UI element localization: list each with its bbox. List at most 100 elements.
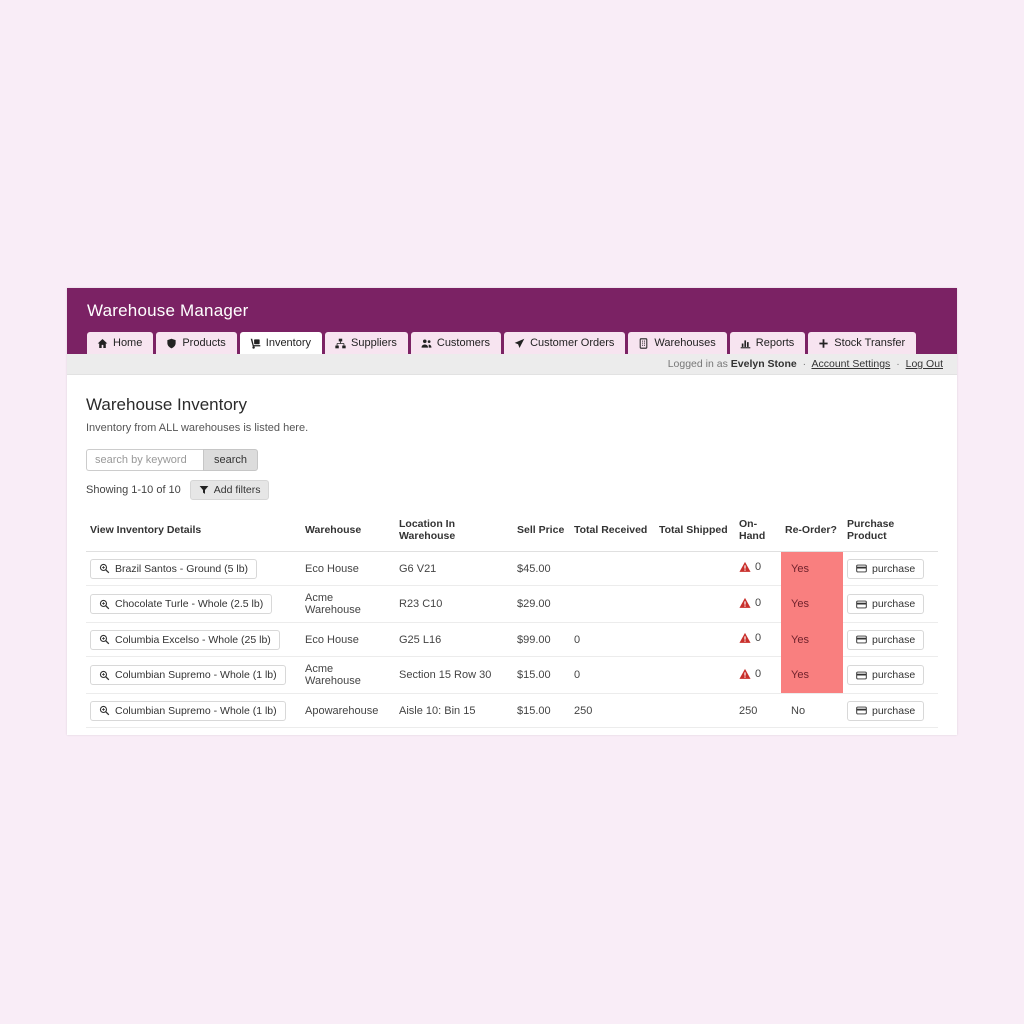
cell-sell-price: $45.00 bbox=[517, 562, 551, 575]
view-details-button[interactable]: Columbian Supremo - Whole (1 lb) bbox=[90, 700, 286, 721]
search-button[interactable]: search bbox=[203, 449, 259, 471]
on-hand-value: 0 bbox=[755, 561, 762, 573]
col-purchase: Purchase Product bbox=[843, 512, 938, 552]
showing-count: Showing 1-10 of 10 bbox=[86, 484, 181, 496]
cell-total-shipped bbox=[655, 585, 735, 623]
tab-inventory[interactable]: Inventory bbox=[239, 332, 323, 354]
cell-total-shipped bbox=[655, 622, 735, 657]
col-location: Location In Warehouse bbox=[395, 512, 513, 552]
view-details-button[interactable]: Brazil Santos - Ground (5 lb) bbox=[90, 558, 258, 579]
tab-products[interactable]: Products bbox=[156, 332, 237, 354]
cell-total-shipped bbox=[655, 693, 735, 728]
page-subtitle: Inventory from ALL warehouses is listed … bbox=[86, 422, 309, 434]
credit-card-icon bbox=[856, 599, 867, 610]
col-view-details: View Inventory Details bbox=[86, 512, 301, 552]
cell-location: Level 22 bbox=[395, 727, 513, 735]
products-icon bbox=[166, 338, 177, 349]
purchase-button[interactable]: purchase bbox=[847, 594, 925, 614]
cell-on-hand: 0 bbox=[735, 585, 781, 623]
view-details-button[interactable]: Costa Rica Tarrazu - Ground (5 lb) bbox=[90, 734, 285, 735]
suppliers-icon bbox=[335, 338, 346, 349]
table-row: Columbian Supremo - Whole (1 lb) Apoware… bbox=[86, 693, 938, 728]
on-hand-value: 250 bbox=[739, 704, 758, 717]
account-settings-link[interactable]: Account Settings bbox=[811, 358, 891, 370]
cell-location: Section 15 Row 30 bbox=[395, 656, 513, 694]
search-input[interactable] bbox=[86, 449, 203, 471]
cell-sell-price: $15.00 bbox=[513, 693, 570, 728]
cell-on-hand: 0 bbox=[735, 656, 781, 694]
list-meta: Showing 1-10 of 10 Add filters bbox=[86, 480, 938, 500]
main-content: Warehouse Inventory Inventory from ALL w… bbox=[67, 375, 957, 735]
logged-in-prefix: Logged in as bbox=[667, 358, 728, 370]
purchase-button[interactable]: purchase bbox=[847, 665, 925, 685]
cell-sell-price: $29.00 bbox=[513, 585, 570, 623]
tab-reports[interactable]: Reports bbox=[729, 332, 806, 354]
search-plus-icon bbox=[99, 670, 110, 681]
cell-total-received: 0 bbox=[570, 622, 655, 657]
credit-card-icon bbox=[856, 563, 867, 574]
credit-card-icon bbox=[856, 705, 867, 716]
col-total-shipped: Total Shipped bbox=[655, 512, 735, 552]
cell-total-received: 250 bbox=[570, 693, 655, 728]
cell-warehouse: Eco House bbox=[305, 562, 359, 575]
search-plus-icon bbox=[99, 599, 110, 610]
cell-warehouse: Acme Warehouse bbox=[301, 656, 395, 694]
account-bar: Logged in as Evelyn Stone · Account Sett… bbox=[67, 354, 957, 375]
cell-reorder: Yes bbox=[781, 656, 843, 694]
cell-on-hand: 250 bbox=[735, 693, 781, 728]
app-title: Warehouse Manager bbox=[87, 301, 249, 320]
table-row: Brazil Santos - Ground (5 lb) Eco House … bbox=[86, 551, 938, 586]
col-sell-price: Sell Price bbox=[513, 512, 570, 552]
tab-customer-orders[interactable]: Customer Orders bbox=[504, 332, 626, 354]
cell-reorder: Yes bbox=[781, 585, 843, 623]
credit-card-icon bbox=[856, 670, 867, 681]
cell-total-received: 240 bbox=[570, 727, 655, 735]
main-nav: Home Products Inventory Suppliers Custom… bbox=[67, 332, 957, 354]
col-total-received: Total Received bbox=[570, 512, 655, 552]
tab-home[interactable]: Home bbox=[87, 332, 154, 354]
purchase-button[interactable]: purchase bbox=[847, 700, 925, 721]
table-row: Columbian Supremo - Whole (1 lb) Acme Wa… bbox=[86, 656, 938, 694]
table-row: Chocolate Turle - Whole (2.5 lb) Acme Wa… bbox=[86, 585, 938, 623]
customers-icon bbox=[421, 338, 432, 349]
cell-total-received bbox=[570, 585, 655, 623]
view-details-label: Columbian Supremo - Whole (1 lb) bbox=[115, 704, 277, 717]
warning-icon bbox=[739, 632, 751, 644]
purchase-button[interactable]: purchase bbox=[847, 629, 925, 650]
tab-customers[interactable]: Customers bbox=[410, 332, 502, 354]
cell-reorder: No bbox=[781, 727, 843, 735]
cell-total-shipped bbox=[655, 727, 735, 735]
search-plus-icon bbox=[99, 563, 110, 574]
table-header: View Inventory Details Warehouse Locatio… bbox=[86, 512, 938, 552]
search-plus-icon bbox=[99, 634, 110, 645]
cell-on-hand: 240 bbox=[735, 727, 781, 735]
cell-reorder: Yes bbox=[781, 622, 843, 657]
tab-stock-transfer[interactable]: Stock Transfer bbox=[808, 332, 917, 354]
search-plus-icon bbox=[99, 705, 110, 716]
add-filters-button[interactable]: Add filters bbox=[189, 480, 270, 500]
col-on-hand: On-Hand bbox=[735, 512, 781, 552]
cell-warehouse: Acme Warehouse bbox=[301, 585, 395, 623]
table-row: Costa Rica Tarrazu - Ground (5 lb) Eco H… bbox=[86, 727, 938, 735]
col-warehouse: Warehouse bbox=[301, 512, 395, 552]
cell-on-hand: 0 bbox=[735, 552, 781, 586]
cell-reorder: No bbox=[781, 693, 843, 728]
view-details-button[interactable]: Columbian Supremo - Whole (1 lb) bbox=[90, 665, 286, 685]
tab-suppliers[interactable]: Suppliers bbox=[325, 332, 408, 354]
home-icon bbox=[97, 338, 108, 349]
purchase-label: purchase bbox=[872, 562, 916, 575]
tab-warehouses[interactable]: Warehouses bbox=[628, 332, 727, 354]
cell-location: G25 L16 bbox=[395, 622, 513, 657]
cell-warehouse: Eco House bbox=[301, 622, 395, 657]
log-out-link[interactable]: Log Out bbox=[905, 358, 943, 370]
view-details-button[interactable]: Columbia Excelso - Whole (25 lb) bbox=[90, 629, 280, 650]
warning-icon bbox=[739, 668, 751, 680]
view-details-button[interactable]: Chocolate Turle - Whole (2.5 lb) bbox=[90, 594, 273, 614]
purchase-button[interactable]: purchase bbox=[847, 734, 925, 735]
view-details-label: Columbia Excelso - Whole (25 lb) bbox=[115, 633, 271, 646]
warehouses-icon bbox=[638, 337, 649, 349]
cell-warehouse: Apowarehouse bbox=[301, 693, 395, 728]
purchase-button[interactable]: purchase bbox=[847, 558, 925, 579]
cell-total-shipped bbox=[655, 656, 735, 694]
